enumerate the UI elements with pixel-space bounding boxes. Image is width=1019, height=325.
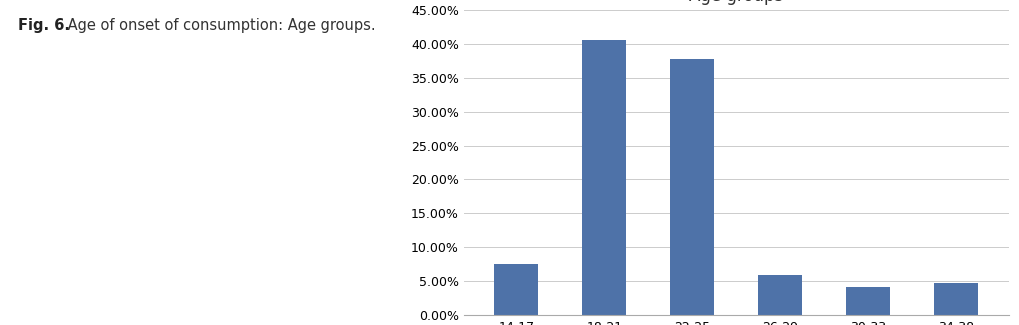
Bar [758, 275, 802, 315]
Bar [494, 264, 538, 315]
Bar [934, 283, 978, 315]
Text: Age of onset of consumption: Age groups.: Age of onset of consumption: Age groups. [62, 18, 375, 33]
Bar [582, 40, 627, 315]
Text: Fig. 6.: Fig. 6. [18, 18, 70, 33]
Bar [846, 287, 891, 315]
Title: Age of onset of consumption:
Age groups: Age of onset of consumption: Age groups [614, 0, 858, 6]
Bar [671, 58, 714, 315]
